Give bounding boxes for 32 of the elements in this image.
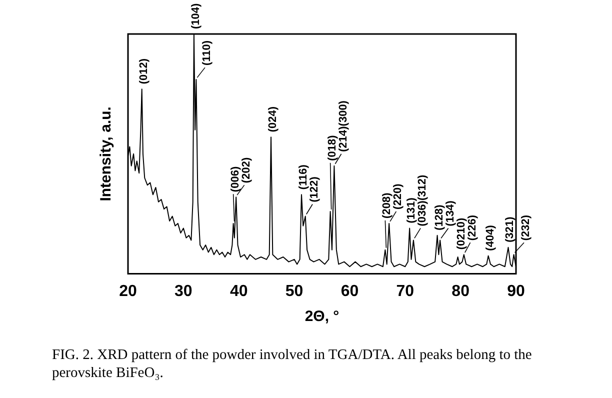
- x-axis-title: 2Θ, °: [304, 308, 340, 326]
- x-tick-label: 90: [507, 282, 525, 300]
- annotation: (404): [484, 224, 496, 251]
- annotation: (018): [326, 134, 338, 161]
- x-tick-label: 50: [285, 282, 304, 300]
- caption: FIG. 2. XRD pattern of the powder involved in TGA/DTA. All peaks belong to the perovskite BiFeO₃.: [52, 346, 533, 382]
- annotation: (232): [520, 214, 532, 241]
- x-tick-label: 30: [174, 282, 192, 300]
- annotation: (104): [190, 2, 202, 29]
- annotation: (321): [504, 216, 516, 242]
- annotation: (012): [138, 58, 150, 84]
- x-tick-label: 70: [396, 282, 414, 300]
- annotation: (208): [381, 192, 394, 218]
- y-axis-title: Intensity, a.u.: [98, 106, 115, 202]
- annotation: (202): [240, 157, 252, 184]
- x-tick-label: 60: [340, 282, 359, 300]
- annotation: (220): [392, 183, 404, 210]
- annotation: (110): [200, 40, 213, 66]
- x-tick-label: 40: [230, 282, 248, 300]
- annotation: (116): [297, 164, 310, 190]
- annotation: (024): [267, 106, 280, 132]
- annotation: (122): [308, 176, 320, 202]
- annotation: (128): [433, 204, 446, 230]
- annotation: (0210): [455, 217, 468, 250]
- x-tick-label: 20: [119, 282, 137, 300]
- x-tick-label: 80: [452, 282, 470, 300]
- annotation: (214)(300): [337, 100, 350, 152]
- annotation: (006): [229, 166, 242, 192]
- annotation: (036)(312): [416, 174, 429, 226]
- annotation: (131): [406, 197, 418, 224]
- annotation: (134): [444, 200, 456, 226]
- annotation: (226): [466, 214, 478, 241]
